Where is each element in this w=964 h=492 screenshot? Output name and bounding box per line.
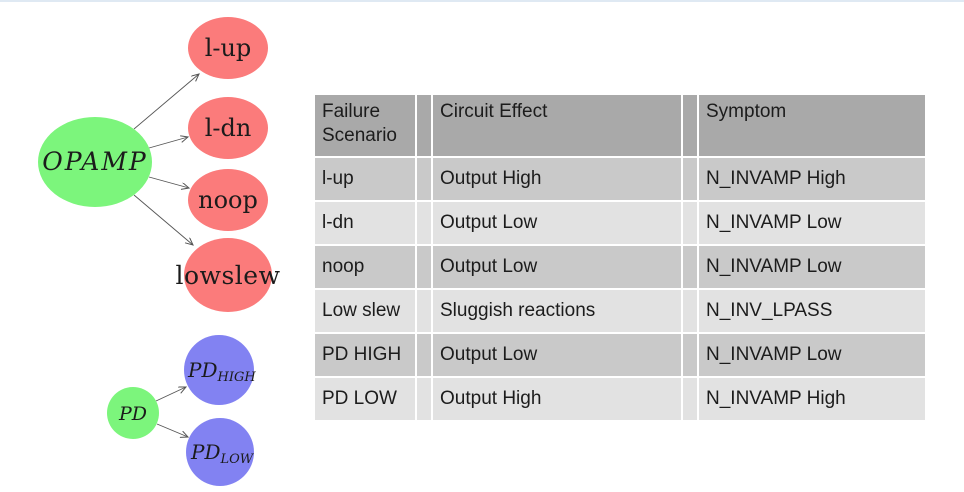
header-spacer-1 xyxy=(417,95,431,156)
pd-high-node xyxy=(184,335,254,405)
cell-effect: Sluggish reactions xyxy=(433,290,681,332)
table-row: l-dn Output Low N_INVAMP Low xyxy=(315,202,925,244)
failure-node-noop xyxy=(188,169,268,231)
cell-spacer xyxy=(417,202,431,244)
top-border-line xyxy=(0,0,964,2)
pd-node-label: PD xyxy=(118,403,147,425)
cell-spacer xyxy=(417,378,431,420)
header-spacer-2 xyxy=(683,95,697,156)
cell-scenario: l-dn xyxy=(315,202,415,244)
pd-low-sub: LOW xyxy=(220,452,255,467)
cell-scenario: PD LOW xyxy=(315,378,415,420)
failure-table: Failure Scenario Circuit Effect Symptom … xyxy=(313,93,927,422)
cell-symptom: N_INVAMP High xyxy=(699,158,925,200)
cell-effect: Output High xyxy=(433,158,681,200)
pd-node xyxy=(107,387,159,439)
cell-scenario: l-up xyxy=(315,158,415,200)
edge-pd-pdlow xyxy=(156,423,188,437)
table-header-row: Failure Scenario Circuit Effect Symptom xyxy=(315,95,925,156)
edge-opamp-noop xyxy=(148,176,189,188)
edge-opamp-lowslew xyxy=(133,194,193,245)
cell-symptom: N_INVAMP Low xyxy=(699,202,925,244)
pd-high-sub: HIGH xyxy=(217,370,257,385)
failure-node-label-noop: noop xyxy=(198,186,258,214)
cell-effect: Output Low xyxy=(433,334,681,376)
pd-high-main: PD xyxy=(187,358,218,382)
cell-spacer xyxy=(683,290,697,332)
cell-scenario: noop xyxy=(315,246,415,288)
header-circuit-effect: Circuit Effect xyxy=(433,95,681,156)
edge-opamp-lup xyxy=(133,74,199,130)
cell-spacer xyxy=(683,378,697,420)
cell-spacer xyxy=(417,158,431,200)
failure-node-ldn xyxy=(188,97,268,159)
table-row: Low slew Sluggish reactions N_INV_LPASS xyxy=(315,290,925,332)
cell-spacer xyxy=(417,290,431,332)
table-row: l-up Output High N_INVAMP High xyxy=(315,158,925,200)
cell-effect: Output Low xyxy=(433,246,681,288)
cell-effect: Output High xyxy=(433,378,681,420)
edge-opamp-ldn xyxy=(148,137,188,149)
cell-spacer xyxy=(417,246,431,288)
opamp-node-label: OPAMP xyxy=(42,147,148,176)
fault-tree-diagram: OPAMP l-up l-dn noop lowslew PD PDHIGH P… xyxy=(38,17,281,486)
cell-scenario: Low slew xyxy=(315,290,415,332)
cell-symptom: N_INVAMP Low xyxy=(699,334,925,376)
cell-symptom: N_INVAMP High xyxy=(699,378,925,420)
cell-effect: Output Low xyxy=(433,202,681,244)
failure-node-lowslew xyxy=(184,238,272,312)
table-row: noop Output Low N_INVAMP Low xyxy=(315,246,925,288)
cell-spacer xyxy=(683,158,697,200)
cell-spacer xyxy=(683,246,697,288)
pd-high-node-label: PDHIGH xyxy=(187,358,256,385)
cell-symptom: N_INV_LPASS xyxy=(699,290,925,332)
failure-node-label-ldn: l-dn xyxy=(205,114,252,142)
edge-pd-pdhigh xyxy=(155,387,186,402)
cell-spacer xyxy=(417,334,431,376)
pd-low-node xyxy=(186,418,254,486)
pd-low-node-label: PDLOW xyxy=(190,440,255,467)
table-row: PD LOW Output High N_INVAMP High xyxy=(315,378,925,420)
header-failure-scenario: Failure Scenario xyxy=(315,95,415,156)
pd-low-main: PD xyxy=(190,440,221,464)
cell-scenario: PD HIGH xyxy=(315,334,415,376)
failure-node-lup xyxy=(188,17,268,79)
cell-spacer xyxy=(683,334,697,376)
opamp-node xyxy=(38,117,152,207)
header-symptom: Symptom xyxy=(699,95,925,156)
failure-node-label-lup: l-up xyxy=(205,34,252,62)
table-row: PD HIGH Output Low N_INVAMP Low xyxy=(315,334,925,376)
failure-node-label-lowslew: lowslew xyxy=(176,261,281,290)
cell-spacer xyxy=(683,202,697,244)
cell-symptom: N_INVAMP Low xyxy=(699,246,925,288)
